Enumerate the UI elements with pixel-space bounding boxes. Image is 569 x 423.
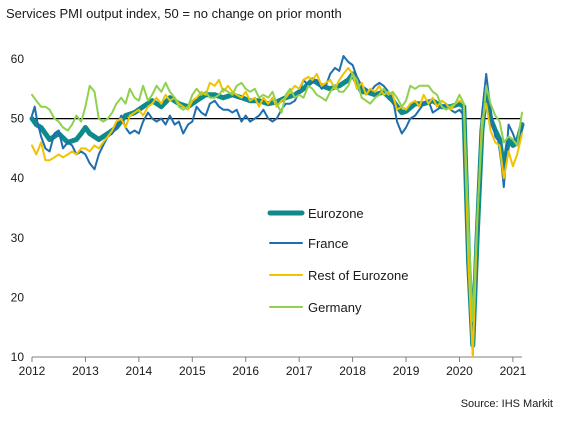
legend: Eurozone France Rest of Eurozone Germany xyxy=(267,206,408,315)
y-tick-label-30: 30 xyxy=(11,231,25,245)
y-tick-label-40: 40 xyxy=(11,171,25,185)
x-tick-label-2016: 2016 xyxy=(232,364,259,378)
legend-label-germany: Germany xyxy=(308,300,362,315)
series-line-germany xyxy=(31,72,523,323)
x-tick-label-2015: 2015 xyxy=(179,364,206,378)
x-tick-label-2012: 2012 xyxy=(19,364,46,378)
x-tick-label-2013: 2013 xyxy=(72,364,99,378)
legend-label-france: France xyxy=(308,236,348,251)
series-line-eurozone xyxy=(29,71,525,348)
y-tick-label-10: 10 xyxy=(11,350,25,364)
y-tick-label-50: 50 xyxy=(11,112,25,126)
x-tick-label-2019: 2019 xyxy=(393,364,420,378)
x-axis: 2012 2013 2014 2015 2016 2017 2018 2019 2020 2021 xyxy=(19,356,527,378)
x-tick-label-2020: 2020 xyxy=(446,364,473,378)
y-tick-label-20: 20 xyxy=(11,290,25,304)
x-tick-label-2018: 2018 xyxy=(339,364,366,378)
series-lines xyxy=(29,55,525,358)
legend-label-eurozone: Eurozone xyxy=(308,206,364,221)
legend-label-rest-of-eurozone: Rest of Eurozone xyxy=(308,268,408,283)
source-note: Source: IHS Markit xyxy=(460,398,553,410)
x-tick-label-2014: 2014 xyxy=(126,364,153,378)
y-tick-label-60: 60 xyxy=(11,52,25,66)
y-axis: 10 20 30 40 50 60 xyxy=(11,52,25,364)
x-tick-label-2021: 2021 xyxy=(500,364,527,378)
x-tick-label-2017: 2017 xyxy=(286,364,313,378)
chart-title: Services PMI output index, 50 = no chang… xyxy=(6,6,342,21)
